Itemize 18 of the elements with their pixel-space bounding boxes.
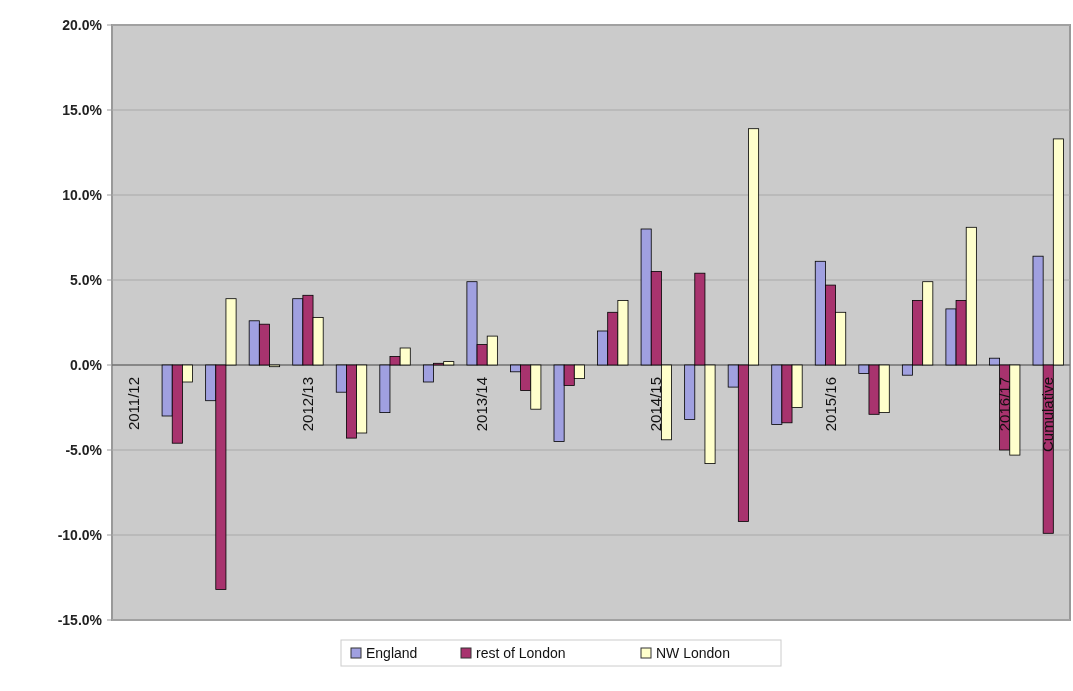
x-tick-label: Cumulative [1039, 377, 1057, 453]
x-tick-label: 2014/15 [647, 377, 665, 432]
x-tick-label: 2013/14 [473, 377, 491, 432]
y-tick-label: -10.0% [57, 526, 103, 543]
x-tick-label: 2012/13 [298, 377, 316, 432]
y-tick-label: 20.0% [62, 16, 103, 33]
legend-label: rest of London [476, 644, 566, 661]
y-tick-label: -15.0% [57, 611, 103, 628]
legend-label: England [366, 644, 418, 661]
x-tick-label: 2015/16 [821, 377, 839, 432]
y-tick-label: 10.0% [62, 186, 103, 203]
legend-label: NW London [656, 644, 730, 661]
y-tick-label: 5.0% [70, 271, 103, 288]
x-tick-label: 2016/17 [995, 377, 1013, 432]
y-tick-label: 15.0% [62, 101, 103, 118]
x-tick-label: 2011/12 [124, 377, 142, 431]
y-tick-label: 0.0% [70, 356, 103, 373]
y-tick-label: -5.0% [65, 441, 103, 458]
